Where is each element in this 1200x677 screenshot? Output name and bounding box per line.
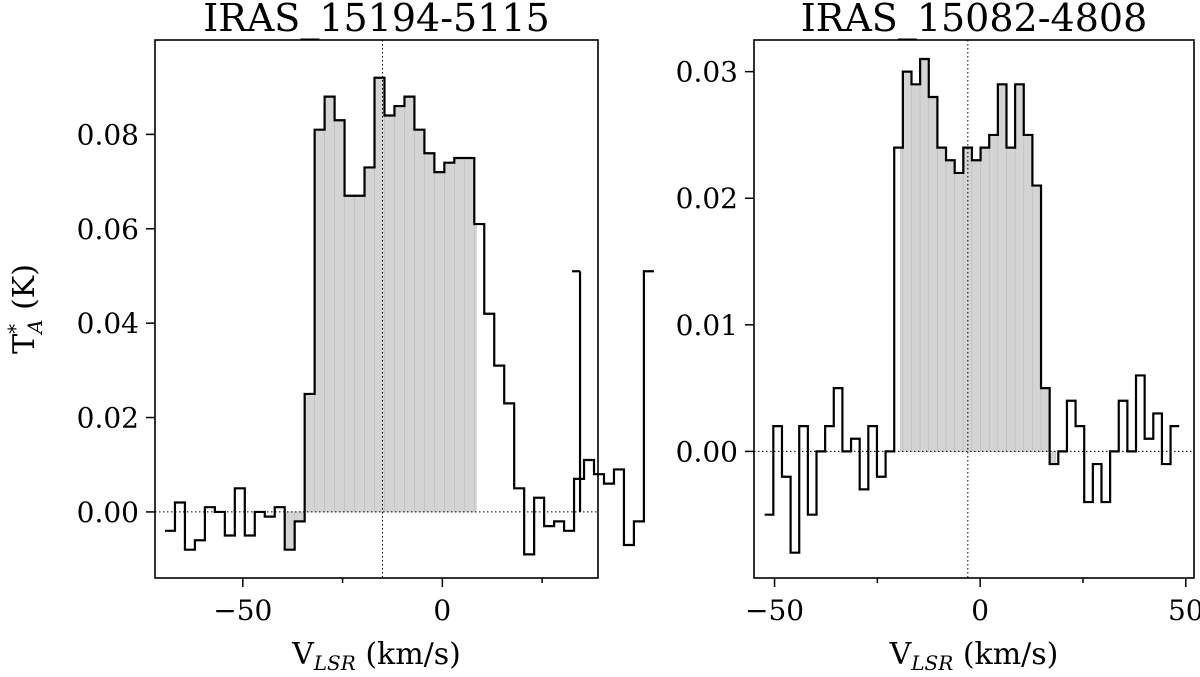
fill-bar <box>334 119 345 513</box>
y-tick-label: 0.06 <box>77 213 139 246</box>
fill-bar <box>1040 387 1050 452</box>
chart-title: IRAS_15194-5115 <box>203 0 550 41</box>
filled-bins <box>900 58 1057 465</box>
x-tick-label: 0 <box>971 594 989 627</box>
x-tick-label: 0 <box>433 594 451 627</box>
fill-bar <box>424 152 435 513</box>
fill-bar <box>314 129 325 513</box>
fill-bar <box>954 172 964 452</box>
fill-bar <box>1032 185 1042 452</box>
y-tick-label: 0.04 <box>77 307 139 340</box>
fill-bar <box>971 159 981 452</box>
fill-bar <box>1023 134 1033 452</box>
y-axis-label: T*A (K) <box>3 264 47 354</box>
fill-bar <box>454 157 465 513</box>
fill-bar <box>364 167 375 513</box>
x-axis-label: VLSR (km/s) <box>889 637 1059 675</box>
y-tick-label: 0.01 <box>676 309 738 342</box>
x-tick-label: −50 <box>213 594 272 627</box>
fill-bar <box>394 105 405 513</box>
fill-bar <box>354 195 365 513</box>
fill-bar <box>304 393 315 513</box>
y-tick-label: 0.00 <box>676 435 738 468</box>
fill-bar <box>473 223 477 513</box>
x-axis-label: VLSR (km/s) <box>291 637 461 675</box>
y-tick-label: 0.03 <box>676 56 738 89</box>
x-tick-label: −50 <box>745 594 804 627</box>
fill-bar <box>374 77 385 513</box>
y-tick-label: 0.02 <box>77 402 139 435</box>
fill-bar <box>384 115 395 513</box>
fill-bar <box>344 195 355 513</box>
fill-bar <box>1006 147 1016 452</box>
spectrum-step-line <box>164 76 654 556</box>
axes-frame <box>753 39 1195 579</box>
panel-iras-15082-4808: −50 0 50 0.00 0.01 0.02 0.03 IRAS_15082-4808 VLS… <box>676 0 1200 675</box>
fill-bar <box>434 171 445 513</box>
fill-bar <box>444 162 455 513</box>
fill-bar <box>980 147 990 452</box>
y-tick-label: 0.00 <box>77 496 139 529</box>
fill-bar <box>464 157 475 513</box>
y-tick-label: 0.08 <box>77 118 139 151</box>
fill-bar <box>902 71 912 452</box>
spectrum-step-line <box>764 57 1180 554</box>
fill-bar <box>928 96 938 452</box>
panel-iras-15194-5115: −50 0 0.00 0.02 0.04 0.06 0.08 IRAS_15194-5115 V… <box>3 0 654 675</box>
fill-bar <box>404 96 415 513</box>
fill-bar <box>414 129 425 513</box>
fill-bar <box>911 84 921 452</box>
x-tick-label: 50 <box>1168 594 1200 627</box>
y-tick-label: 0.02 <box>676 182 738 215</box>
fill-bar <box>997 84 1007 452</box>
fill-bar <box>937 147 947 452</box>
fill-bar <box>284 511 295 550</box>
fill-bar <box>900 147 904 452</box>
fill-bar <box>919 58 930 452</box>
fill-bar <box>1014 84 1025 452</box>
filled-bins <box>284 77 477 550</box>
fill-bar <box>294 511 305 522</box>
fill-bar <box>988 134 999 452</box>
fill-bar <box>324 96 335 513</box>
fill-bar <box>945 159 955 452</box>
axes-frame <box>154 39 599 579</box>
chart-title: IRAS_15082-4808 <box>801 0 1148 41</box>
